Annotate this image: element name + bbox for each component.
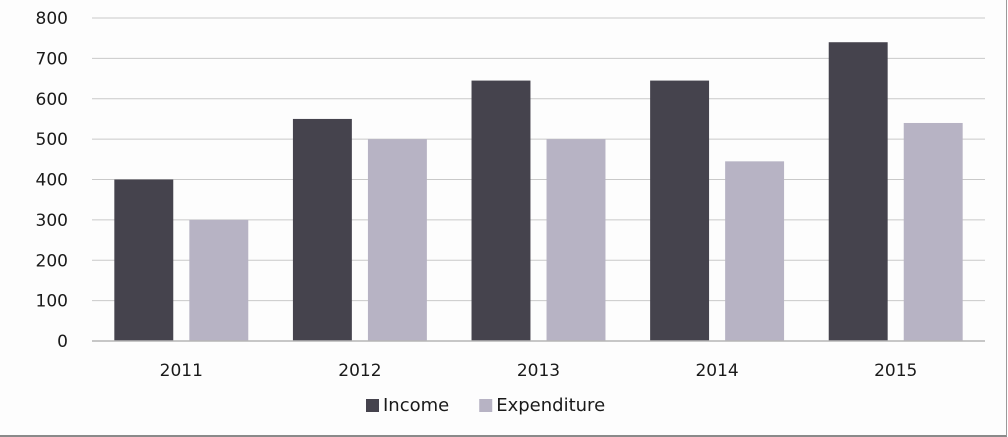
legend: Income Expenditure: [366, 395, 605, 416]
legend-label-expenditure: Expenditure: [496, 395, 605, 416]
legend-label-income: Income: [383, 395, 449, 416]
bar-expenditure-2014: [725, 161, 785, 341]
bar-expenditure-2012: [367, 139, 427, 341]
x-tick-label: 2013: [517, 361, 560, 381]
y-tick-label: 600: [36, 90, 68, 110]
legend-swatch-income: [366, 399, 379, 412]
y-tick-label: 0: [57, 332, 68, 352]
bar-expenditure-2011: [189, 219, 249, 341]
bar-income-2014: [650, 80, 710, 342]
y-tick-label: 800: [36, 9, 68, 29]
y-tick-label: 400: [36, 171, 68, 191]
bars: [114, 42, 963, 342]
x-axis-ticks: 2011 2012 2013 2014 2015: [160, 361, 918, 381]
y-tick-label: 100: [36, 292, 68, 312]
x-tick-label: 2012: [338, 361, 381, 381]
y-tick-label: 700: [36, 49, 68, 69]
bar-expenditure-2015: [903, 122, 963, 341]
legend-swatch-expenditure: [479, 399, 493, 412]
y-tick-label: 500: [36, 130, 68, 150]
bar-expenditure-2013: [546, 139, 606, 341]
bar-income-2011: [114, 179, 174, 341]
x-tick-label: 2011: [160, 361, 203, 381]
y-tick-label: 200: [36, 251, 68, 271]
y-tick-label: 300: [36, 211, 68, 231]
bar-income-2012: [292, 118, 352, 341]
x-tick-label: 2014: [695, 361, 738, 381]
bar-income-2015: [828, 42, 888, 341]
bar-income-2013: [471, 80, 531, 342]
x-tick-label: 2015: [874, 361, 917, 381]
y-axis-ticks: 0 100 200 300 400 500 600 700 800: [36, 9, 68, 352]
